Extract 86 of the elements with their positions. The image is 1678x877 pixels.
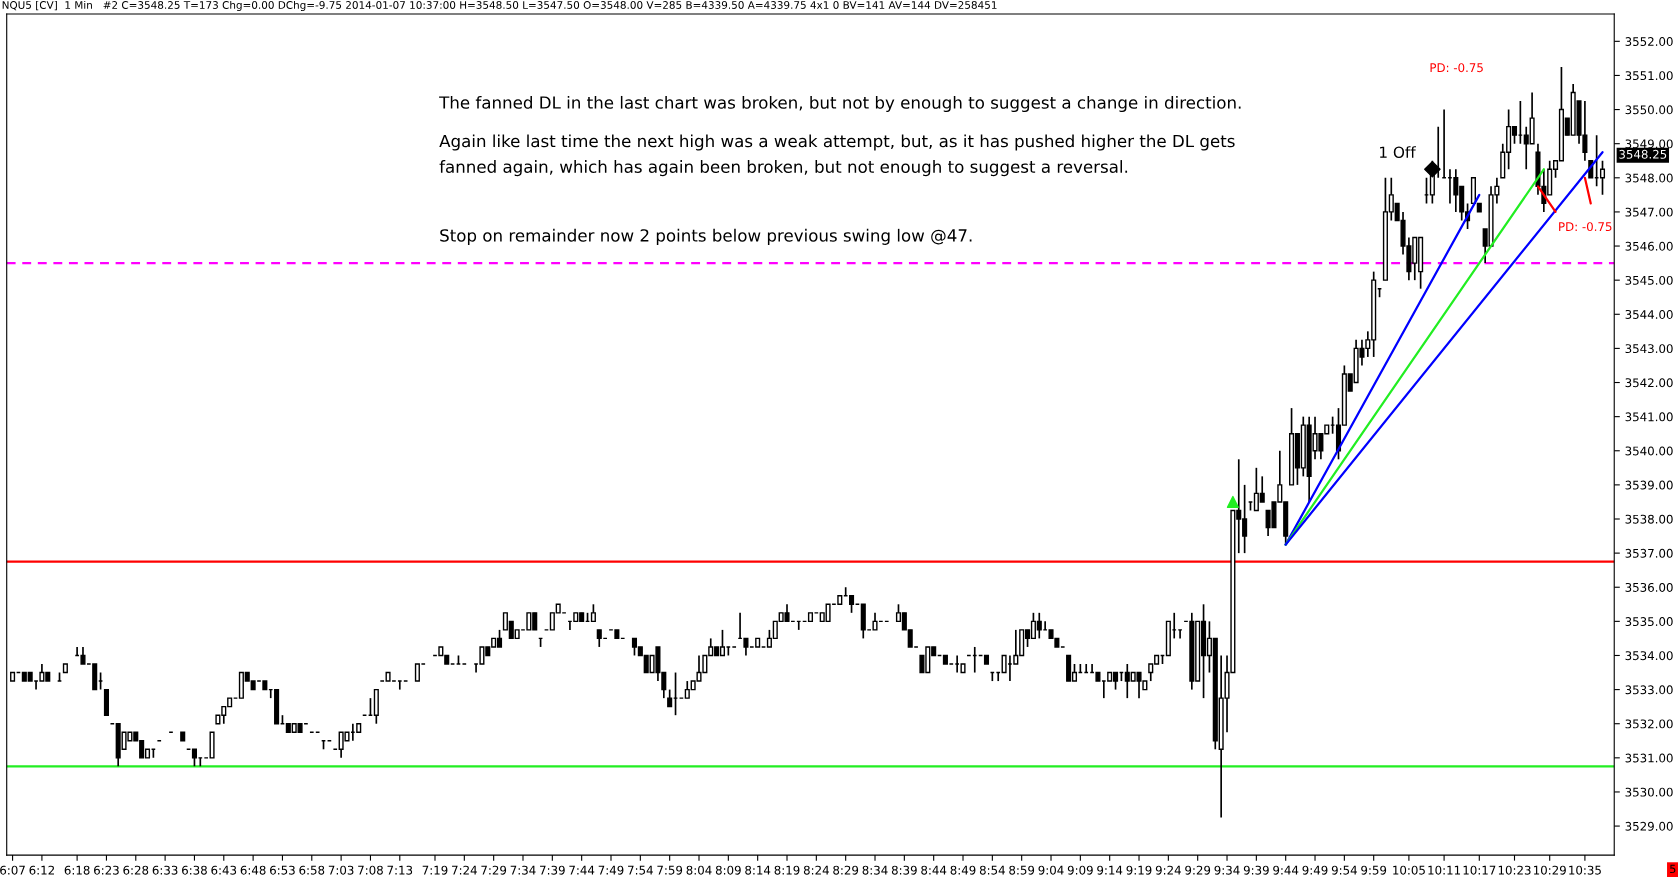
x-tick-label: 9:39 [1243, 865, 1269, 875]
series-label: 1 Off [1380, 146, 1416, 158]
x-tick-label: 7:19 [422, 865, 448, 875]
y-tick-label: 3548.00 [1625, 173, 1673, 183]
x-tick-label: 9:29 [1185, 865, 1211, 875]
y-tick-label: 3552.00 [1625, 37, 1673, 46]
x-tick-label: 8:59 [1009, 865, 1035, 875]
x-tick-label: 9:09 [1067, 865, 1093, 875]
x-tick-label: 7:44 [569, 865, 595, 875]
x-tick-label: 8:39 [891, 865, 917, 875]
y-tick-label: 3551.00 [1625, 71, 1673, 81]
x-tick-label: 6:18 [64, 865, 90, 875]
x-tick-label: 7:24 [452, 865, 477, 875]
annotation: The fanned DL in the last chart was broken, but not by enough to suggest a change in direction. [439, 95, 1241, 113]
x-tick-label: 7:54 [628, 865, 653, 875]
x-tick-label: 8:29 [833, 865, 859, 875]
x-tick-label: 8:44 [921, 865, 947, 875]
x-tick-label: 7:08 [358, 865, 383, 875]
y-tick-label: 3541.00 [1625, 412, 1673, 422]
chart-title: NQU5 [CV] 1 Min #2 C=3548.25 T=173 Chg=0.00 DChg=-9.75 2014-01-07 10:37:00 H=3548.50 L=3547.50 O=3548.00 V=285 B=4339.50 A=4339.75 4x1 0 BV=141 AV=144 DV=258451 [2, 0, 997, 11]
x-tick-label: 10:11 [1428, 865, 1461, 875]
x-tick-label: 9:49 [1302, 865, 1328, 875]
x-tick-label: 6:07 [0, 865, 25, 875]
x-tick-label: 8:19 [774, 865, 800, 875]
x-tick-label: 7:13 [387, 865, 413, 875]
x-tick-label: 7:49 [598, 865, 624, 875]
y-tick-label: 3547.00 [1625, 207, 1673, 217]
y-tick-label: 3534.00 [1625, 651, 1673, 661]
x-tick-label: 7:34 [510, 865, 536, 875]
x-tick-label: 7:03 [328, 865, 354, 875]
x-tick-label: 9:24 [1155, 865, 1181, 875]
x-tick-label: 6:12 [29, 865, 54, 875]
annotation: Stop on remainder now 2 points below previous swing low @47. [440, 228, 972, 245]
x-tick-label: 9:59 [1361, 865, 1387, 875]
x-tick-label: 10:17 [1463, 865, 1496, 875]
x-tick-label: 6:38 [182, 865, 207, 875]
y-tick-label: 3543.00 [1625, 344, 1673, 354]
y-tick-label: 3535.00 [1625, 617, 1673, 627]
x-tick-label: 9:14 [1097, 865, 1123, 875]
x-tick-label: 6:58 [299, 865, 325, 875]
x-tick-label: 9:44 [1273, 865, 1299, 875]
x-tick-label: 8:24 [803, 865, 829, 875]
x-tick-label: 6:23 [94, 865, 119, 875]
x-tick-label: 8:14 [745, 865, 771, 875]
x-tick-label: 9:54 [1331, 865, 1357, 875]
x-tick-label: 7:29 [481, 865, 507, 875]
x-tick-label: 7:39 [540, 865, 565, 875]
x-tick-label: 8:04 [686, 865, 712, 875]
x-tick-label: 6:53 [270, 865, 295, 875]
x-tick-label: 10:23 [1498, 865, 1531, 875]
y-tick-label: 3530.00 [1625, 787, 1673, 797]
annotation: PD: -0.75 [1430, 63, 1483, 73]
y-tick-label: 3550.00 [1625, 105, 1673, 115]
x-tick-label: 10:29 [1533, 865, 1566, 875]
annotation: PD: -0.75 [1559, 222, 1612, 232]
x-tick-label: 10:05 [1393, 865, 1425, 875]
x-tick-label: 9:04 [1038, 865, 1064, 875]
y-tick-label: 3542.00 [1625, 378, 1673, 388]
y-tick-label: 3545.00 [1625, 275, 1673, 285]
y-tick-label: 3536.00 [1625, 582, 1673, 592]
x-tick-label: 6:48 [240, 865, 266, 875]
x-tick-label: 9:34 [1214, 865, 1240, 875]
y-tick-label: 3540.00 [1625, 446, 1673, 456]
y-tick-label: 3538.00 [1625, 514, 1673, 524]
x-tick-label: 9:19 [1126, 865, 1152, 875]
y-tick-label: 3546.00 [1625, 241, 1673, 251]
x-tick-label: 8:54 [979, 865, 1005, 875]
y-tick-label: 3537.00 [1625, 548, 1673, 558]
x-tick-label: 8:49 [950, 865, 976, 875]
y-tick-label: 3529.00 [1625, 821, 1673, 831]
x-tick-label: 6:43 [211, 865, 237, 875]
x-tick-label: 10:35 [1569, 865, 1601, 875]
y-tick-label: 3531.00 [1625, 753, 1673, 763]
y-tick-label: 3533.00 [1625, 685, 1673, 695]
y-tick-label: 3532.00 [1625, 719, 1673, 729]
x-tick-label: 7:59 [657, 865, 683, 875]
text: 5 [1670, 864, 1676, 874]
x-tick-label: 8:09 [715, 865, 741, 875]
text: 3548.25 [1619, 149, 1667, 159]
y-tick-label: 3549.00 [1625, 139, 1673, 149]
y-tick-label: 3544.00 [1625, 310, 1673, 319]
annotation: Again like last time the next high was a weak attempt, but, as it has pushed higher the DL gets fanned again, which has again been broken, but not enough to suggest a reversal. [439, 134, 1235, 177]
x-tick-label: 6:28 [123, 865, 149, 875]
y-tick-label: 3539.00 [1625, 480, 1673, 490]
x-tick-label: 8:34 [862, 865, 888, 875]
x-tick-label: 6:33 [152, 865, 178, 875]
